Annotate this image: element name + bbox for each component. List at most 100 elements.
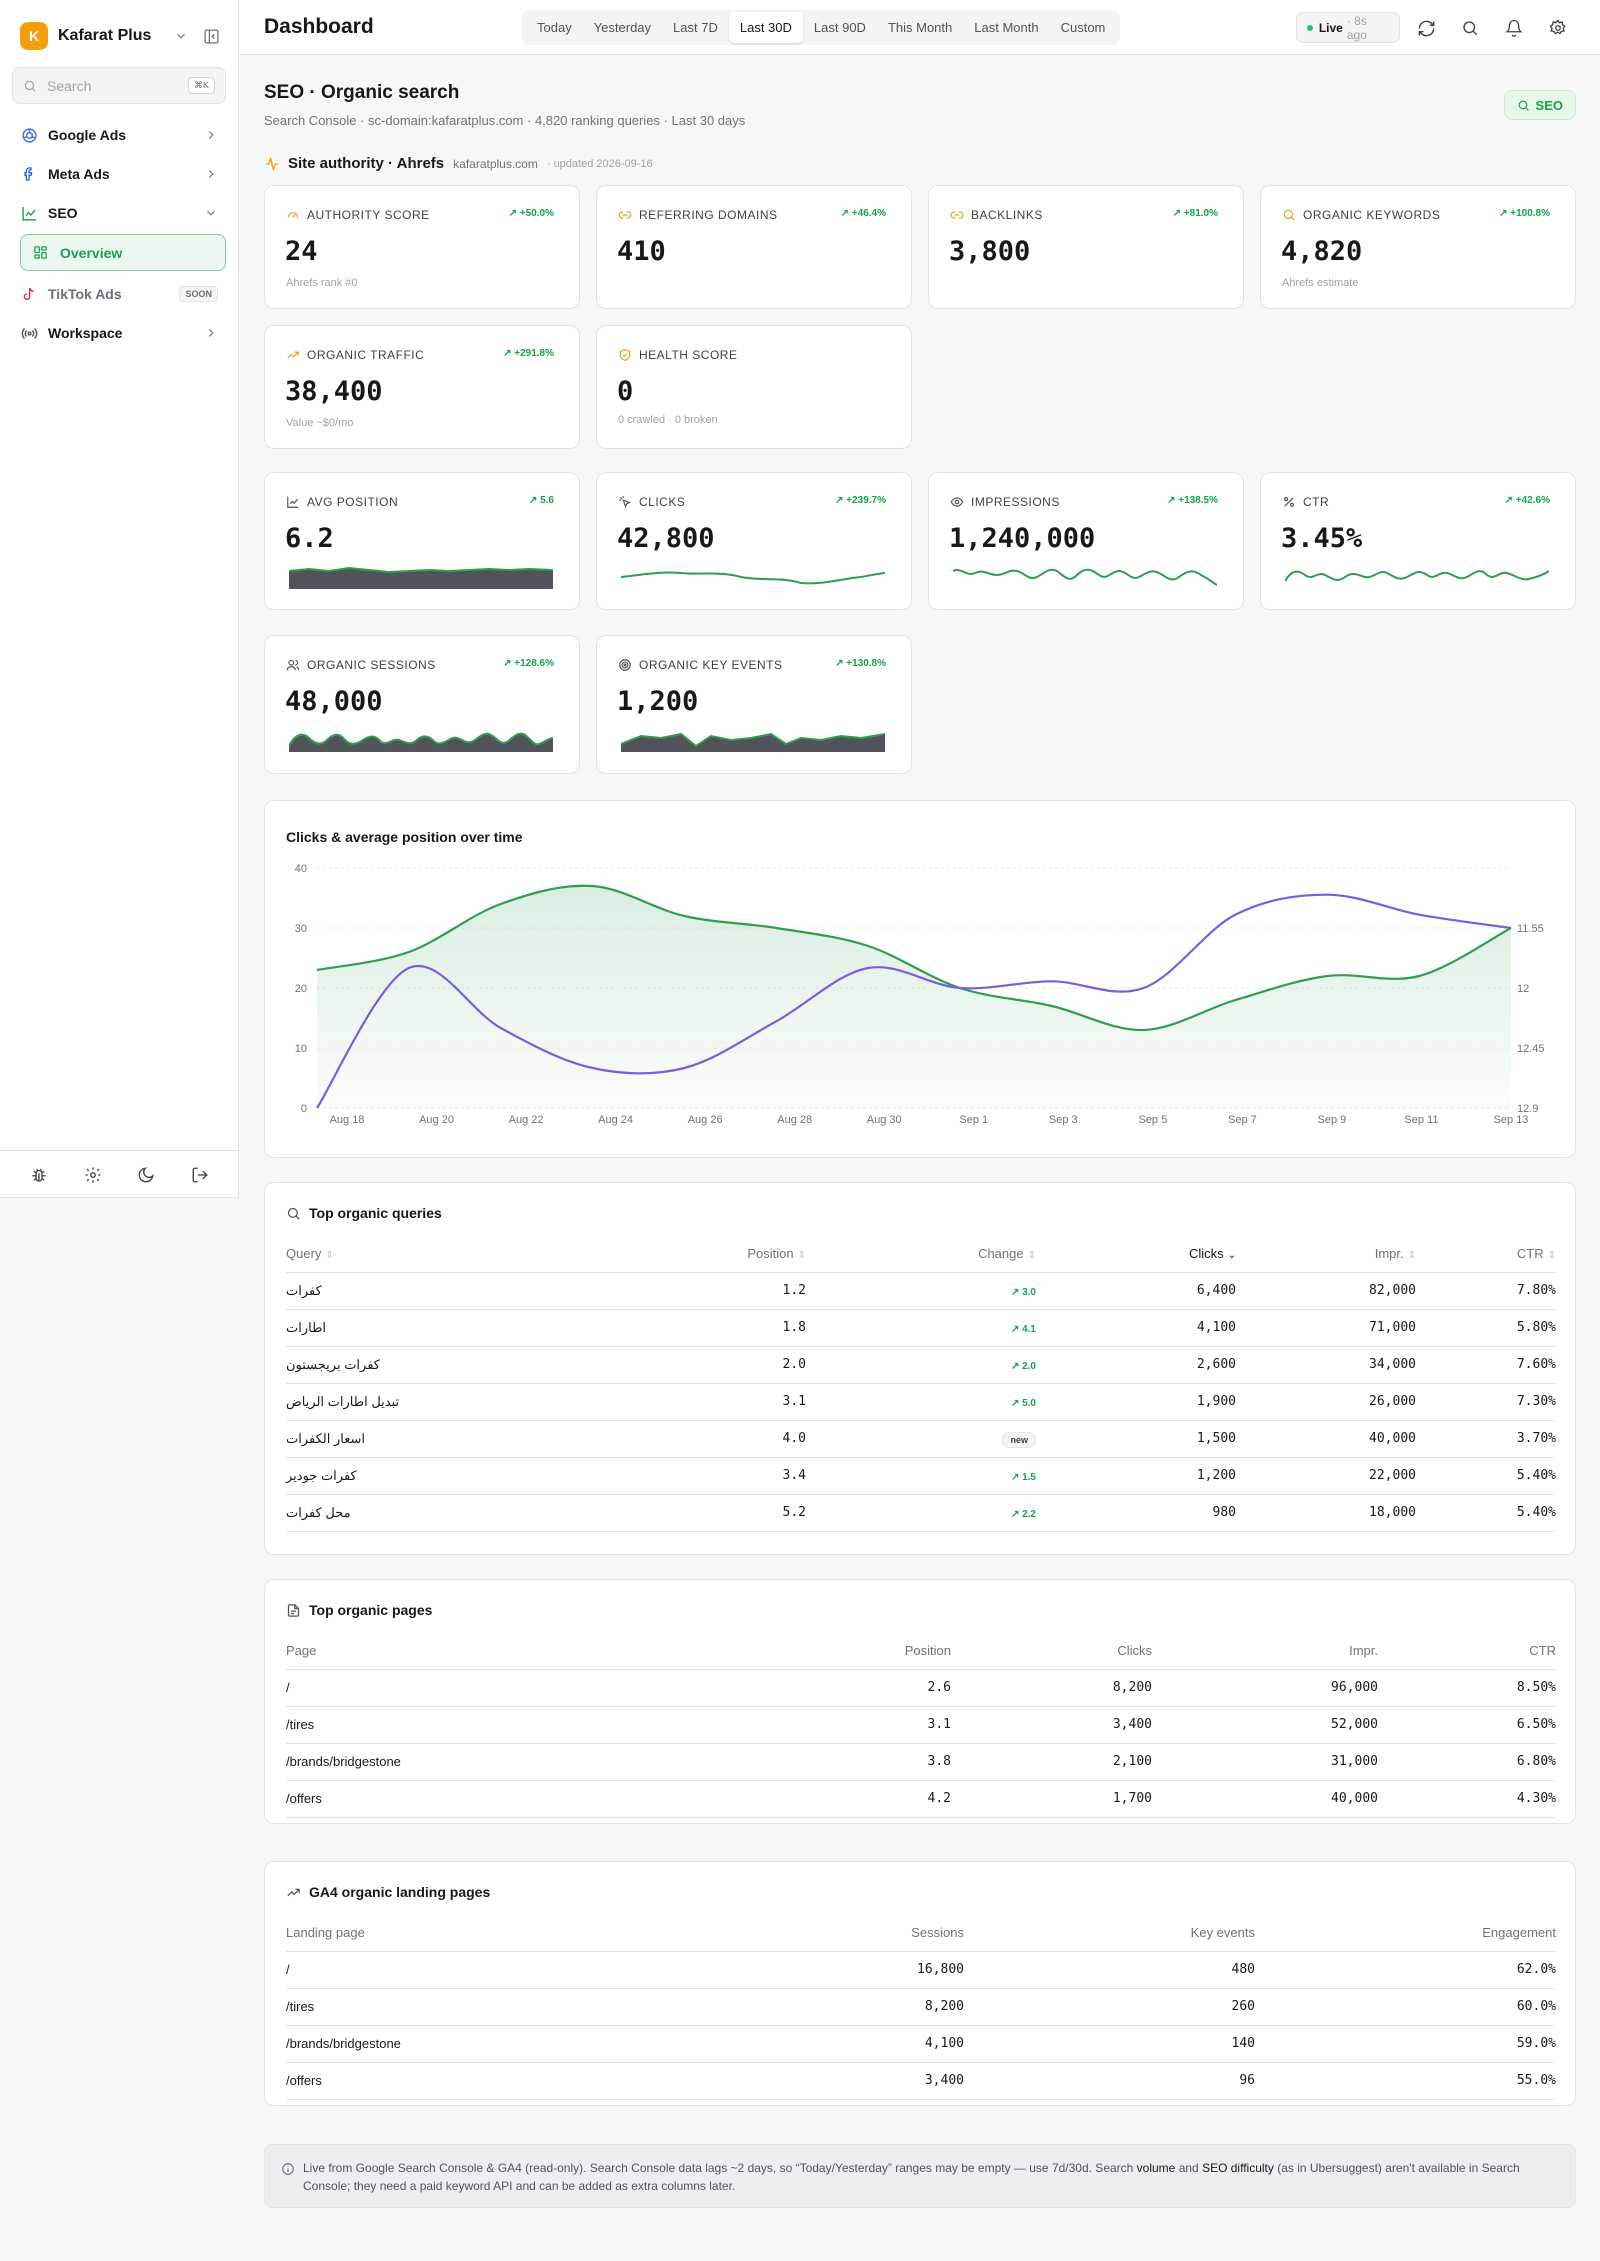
- collapse-sidebar-icon[interactable]: [200, 25, 222, 47]
- section-header: SEO · Organic search Search Console · sc…: [264, 82, 745, 128]
- range-last-30d[interactable]: Last 30D: [728, 12, 803, 43]
- logout-icon[interactable]: [189, 1164, 211, 1186]
- file-icon: [287, 1603, 300, 1617]
- table-row[interactable]: /brands/bridgestone 3.8 2,100 31,000 6.80%: [286, 1743, 1556, 1781]
- col-impr[interactable]: Impr. ⇕: [1236, 1235, 1416, 1273]
- top-pages-panel: Top organic pages Page Position Clicks I…: [264, 1579, 1576, 1824]
- change-cell: ↗ 1.5: [1010, 1472, 1036, 1483]
- events-cell: 140: [964, 2025, 1255, 2063]
- kpi-change: ↗ +42.6%: [1504, 495, 1550, 506]
- impr-cell: 96,000: [1152, 1669, 1378, 1707]
- clicks-position-chart-panel: Clicks & average position over time 0 10 2…: [264, 800, 1576, 1158]
- kpi-label: ORGANIC KEYWORDS: [1303, 208, 1441, 222]
- clicks-cell: 4,100: [1036, 1309, 1236, 1347]
- sidebar-footer: [0, 1150, 239, 1198]
- metric-card-ctr: CTR ↗ +42.6% 3.45%: [1260, 472, 1576, 610]
- ctr-cell: 7.30%: [1416, 1383, 1556, 1421]
- impr-cell: 34,000: [1236, 1346, 1416, 1384]
- google-ads-icon: [20, 126, 38, 144]
- range-this-month[interactable]: This Month: [887, 20, 953, 35]
- workspace-switcher[interactable]: K Kafarat Plus: [20, 21, 222, 51]
- kpi-change: ↗ +138.5%: [1167, 495, 1218, 506]
- position-cell: 1.8: [586, 1309, 806, 1347]
- sidebar-item-workspace[interactable]: Workspace: [12, 316, 226, 350]
- bug-icon[interactable]: [28, 1164, 50, 1186]
- chevron-down-icon[interactable]: [170, 25, 192, 47]
- range-last-7d[interactable]: Last 7D: [673, 20, 718, 35]
- sidebar-item-seo[interactable]: SEO: [12, 196, 226, 230]
- clicks-cell: 980: [1036, 1494, 1236, 1532]
- clicks-cell: 2,100: [951, 1743, 1152, 1781]
- page-cell: /tires: [286, 1988, 686, 2026]
- x-tick: Sep 11: [1404, 1114, 1438, 1126]
- live-label: Live: [1318, 20, 1343, 35]
- authority-title: Site authority · Ahrefs: [288, 155, 445, 172]
- table-row[interactable]: كفرات 1.2 ↗ 3.0 6,400 82,000 7.80%: [286, 1272, 1556, 1310]
- kpi-sub: 0 crawled · 0 broken: [618, 414, 718, 426]
- table-row[interactable]: كفرات بريجستون 2.0 ↗ 2.0 2,600 34,000 7.60%: [286, 1346, 1556, 1384]
- col-ctr[interactable]: CTR ⇕: [1416, 1235, 1556, 1273]
- page-cell: /: [286, 1951, 686, 1989]
- kpi-change: ↗ +81.0%: [1172, 208, 1218, 219]
- table-row[interactable]: تبديل اطارات الرياض 3.1 ↗ 5.0 1,900 26,000 7.…: [286, 1383, 1556, 1421]
- clicks-cell: 6,400: [1036, 1272, 1236, 1310]
- table-row[interactable]: محل كفرات 5.2 ↗ 2.2 980 18,000 5.40%: [286, 1494, 1556, 1532]
- table-row[interactable]: /offers 3,400 96 55.0%: [286, 2062, 1556, 2100]
- settings-icon[interactable]: [1546, 16, 1570, 40]
- range-last-90d[interactable]: Last 90D: [813, 20, 866, 35]
- range-today[interactable]: Today: [537, 20, 572, 35]
- kpi-change: ↗ +128.6%: [503, 658, 554, 669]
- live-ago: · 8s ago: [1346, 13, 1367, 42]
- query-cell: كفرات: [286, 1272, 586, 1310]
- kpi-value: 0: [617, 376, 634, 407]
- table-row[interactable]: /offers 4.2 1,700 40,000 4.30%: [286, 1780, 1556, 1818]
- range-custom[interactable]: Custom: [1060, 20, 1106, 35]
- kpi-value: 4,820: [1281, 236, 1363, 267]
- table-row[interactable]: /brands/bridgestone 4,100 140 59.0%: [286, 2025, 1556, 2063]
- moon-icon[interactable]: [135, 1164, 157, 1186]
- table-row[interactable]: /tires 3.1 3,400 52,000 6.50%: [286, 1706, 1556, 1744]
- brand-name: Kafarat Plus: [58, 27, 152, 44]
- sidebar-item-google-ads[interactable]: Google Ads: [12, 118, 226, 152]
- settings-icon[interactable]: [82, 1164, 104, 1186]
- impr-cell: 26,000: [1236, 1383, 1416, 1421]
- kpi-label: ORGANIC TRAFFIC: [307, 348, 425, 362]
- col-clicks[interactable]: Clicks ⌄: [1036, 1235, 1236, 1273]
- table-row[interactable]: اسعار الكفرات 4.0 new 1,500 40,000 3.70%: [286, 1420, 1556, 1458]
- position-cell: 3.8: [686, 1743, 951, 1781]
- range-yesterday[interactable]: Yesterday: [593, 20, 652, 35]
- refresh-icon[interactable]: [1414, 16, 1438, 40]
- table-row[interactable]: /2.6 8,200 96,000 8.50%: [286, 1669, 1556, 1707]
- table-row[interactable]: /16,800 480 62.0%: [286, 1951, 1556, 1989]
- col-change[interactable]: Change ⇕: [806, 1235, 1036, 1273]
- search-icon: [1283, 209, 1295, 221]
- col-position[interactable]: Position ⇕: [586, 1235, 806, 1273]
- chevron-down-icon: [204, 206, 218, 220]
- chart-line-icon: [287, 496, 299, 508]
- sparkline-avg-position: [289, 566, 553, 589]
- link-icon: [950, 211, 964, 219]
- clicks-cell: 1,500: [1036, 1420, 1236, 1458]
- chevron-right-icon: [204, 128, 218, 142]
- search-input[interactable]: Search ⌘K: [12, 67, 226, 104]
- seo-badge: SEO: [1503, 90, 1576, 120]
- page-cell: /brands/bridgestone: [286, 1743, 686, 1781]
- broadcast-icon: [20, 324, 38, 342]
- sidebar-item-label: SEO: [48, 205, 78, 221]
- range-last-month[interactable]: Last Month: [974, 20, 1039, 35]
- table-row[interactable]: كفرات جودير 3.4 ↗ 1.5 1,200 22,000 5.40%: [286, 1457, 1556, 1495]
- position-cell: 5.2: [586, 1494, 806, 1532]
- bell-icon[interactable]: [1502, 16, 1526, 40]
- facebook-icon: [20, 165, 38, 183]
- position-cell: 3.1: [586, 1383, 806, 1421]
- sidebar-item-label: Meta Ads: [48, 166, 110, 182]
- authority-domain: kafaratplus.com: [453, 156, 538, 171]
- x-tick: Aug 22: [509, 1114, 544, 1126]
- table-row[interactable]: اطارات 1.8 ↗ 4.1 4,100 71,000 5.80%: [286, 1309, 1556, 1347]
- sidebar-item-overview[interactable]: Overview: [20, 234, 226, 271]
- kpi-label: REFERRING DOMAINS: [639, 208, 778, 222]
- col-query[interactable]: Query ⇕: [286, 1235, 586, 1273]
- sidebar-item-meta-ads[interactable]: Meta Ads: [12, 157, 226, 191]
- table-row[interactable]: /tires 8,200 260 60.0%: [286, 1988, 1556, 2026]
- search-icon[interactable]: [1458, 16, 1482, 40]
